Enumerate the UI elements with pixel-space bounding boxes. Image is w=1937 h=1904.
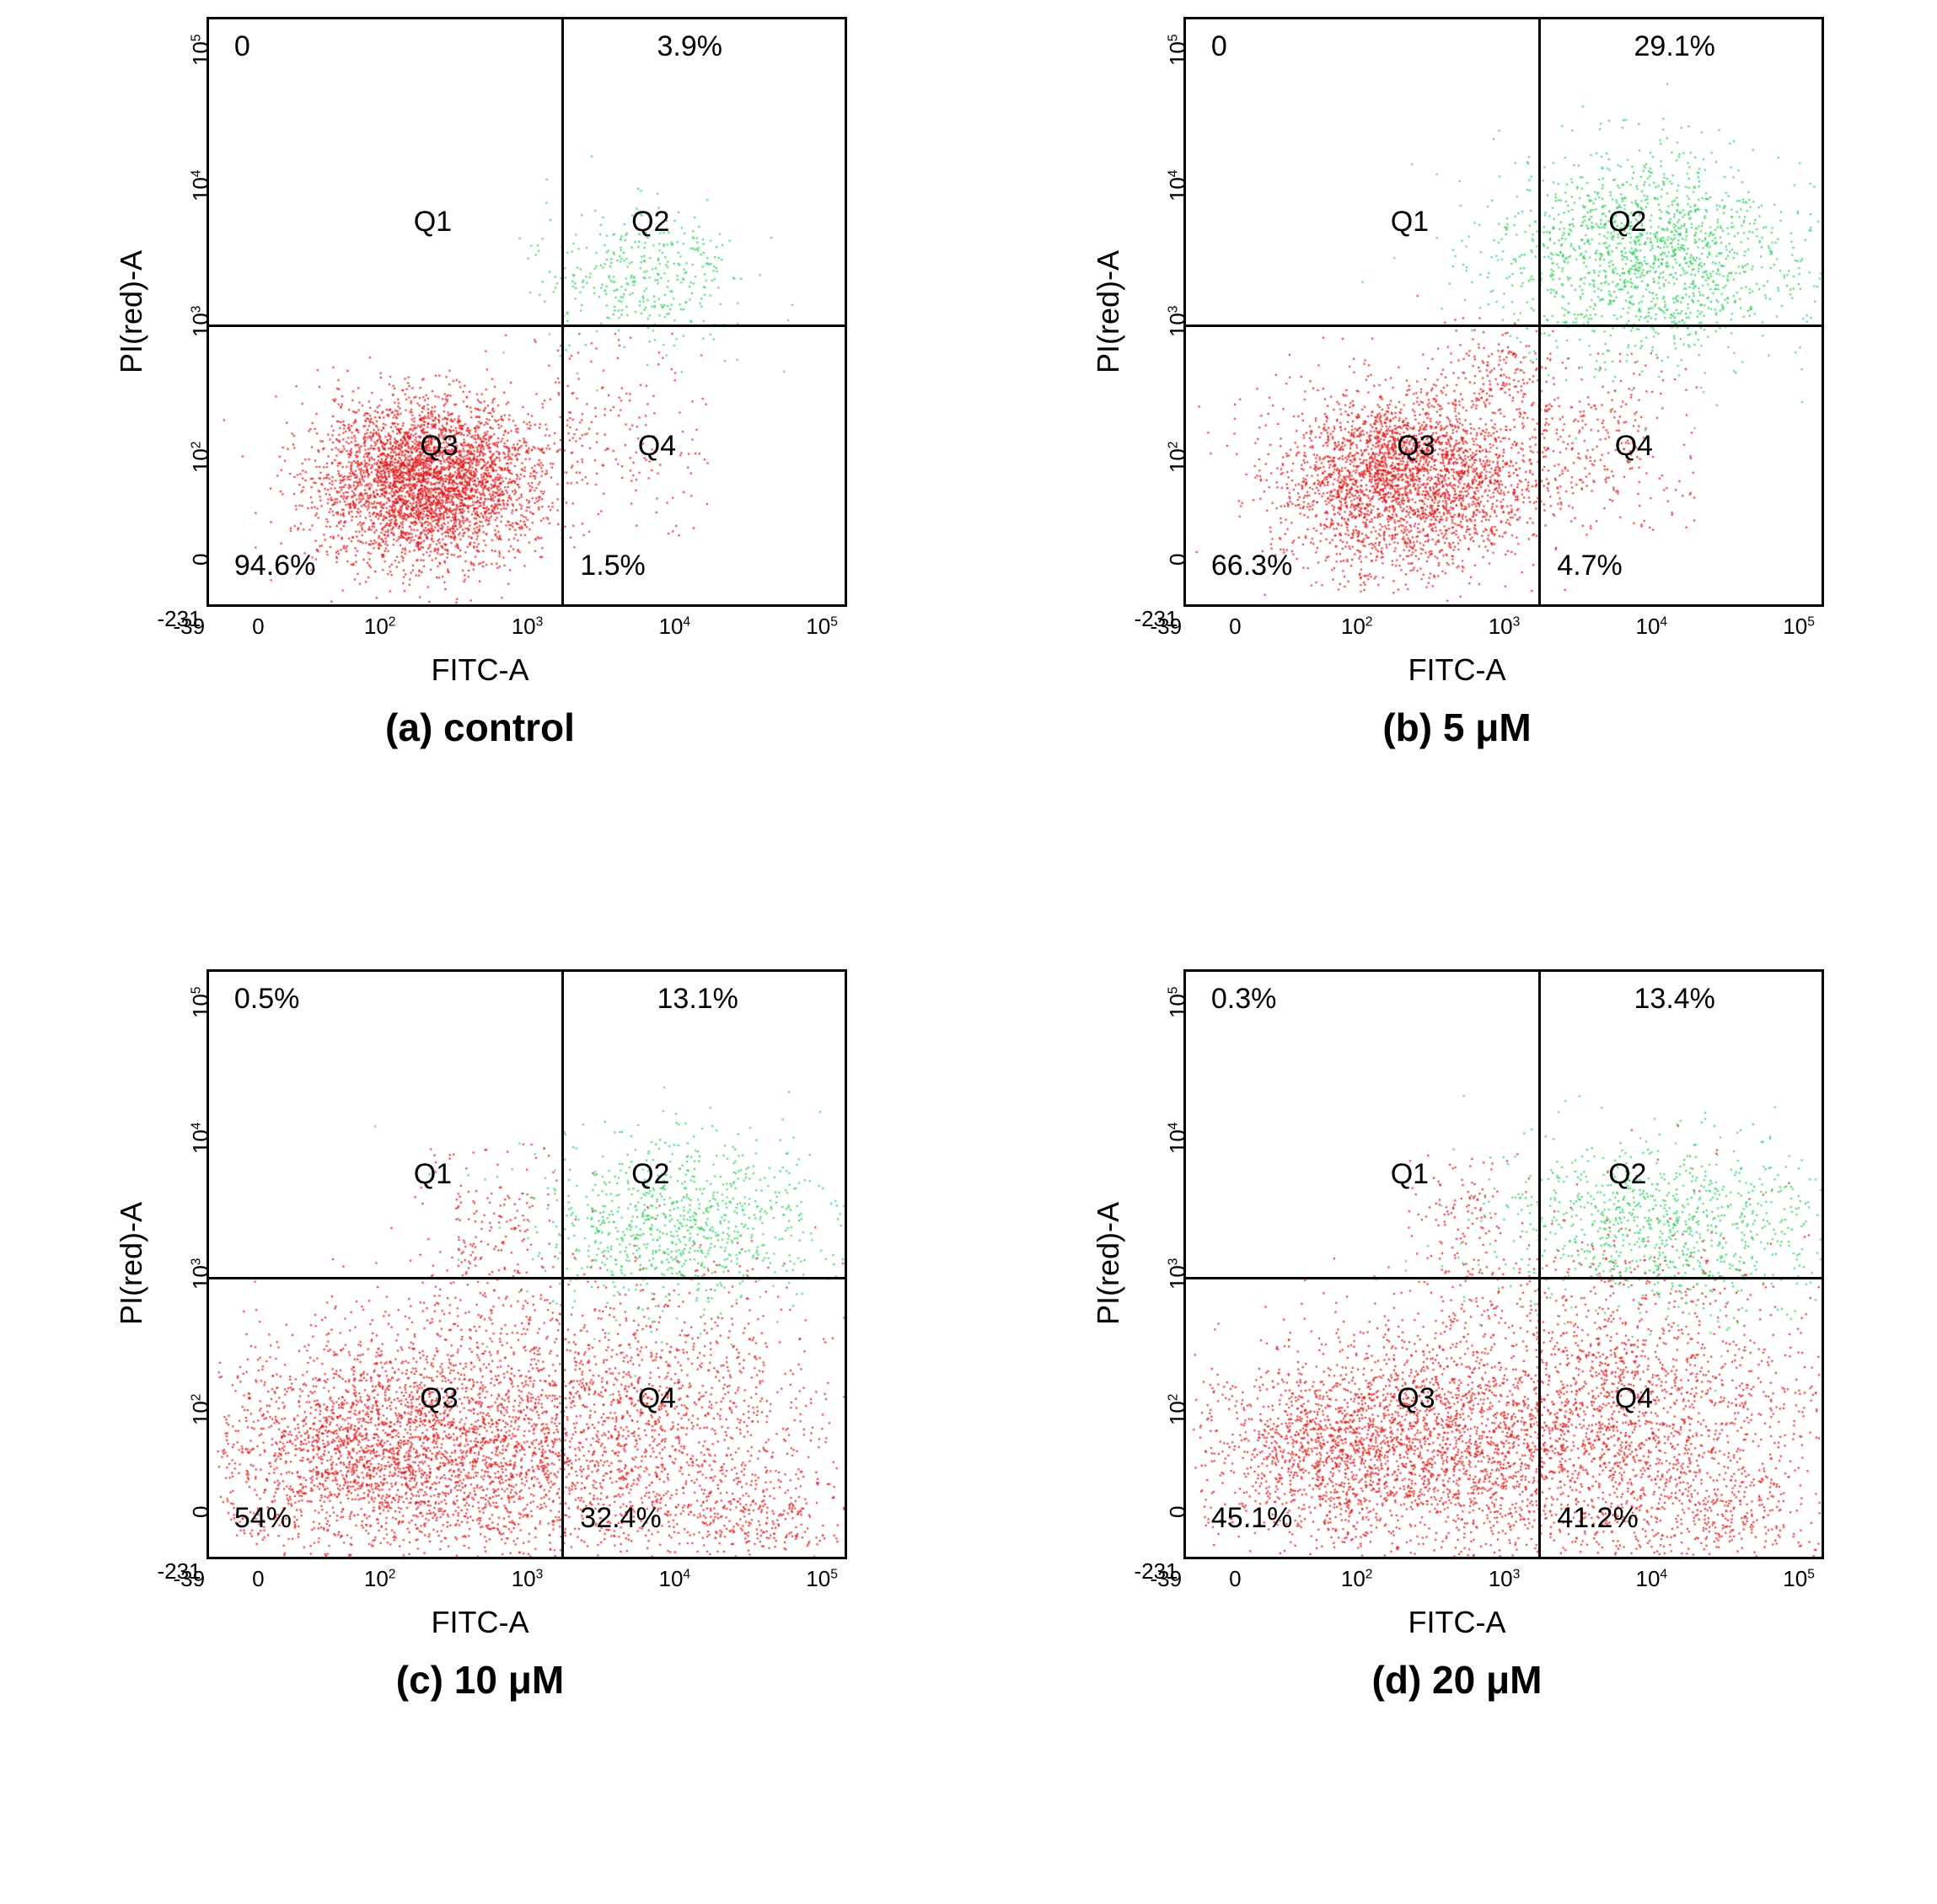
- x-neg-label: -39: [174, 1566, 206, 1592]
- quadrant-label: Q4: [1615, 1382, 1653, 1415]
- x-tick: 105: [1783, 1566, 1815, 1592]
- quadrant-label: Q3: [1397, 430, 1435, 463]
- x-tick: 103: [1489, 1566, 1521, 1592]
- x-tick: 104: [1635, 614, 1667, 640]
- quadrant-percent-q2: 3.9%: [657, 30, 723, 63]
- y-axis-label: PI(red)-A: [1091, 1202, 1126, 1325]
- quadrant-gate-vertical: [1538, 972, 1541, 1557]
- quadrant-gate-horizontal: [1186, 324, 1822, 327]
- scatter-plot: Q1Q2Q3Q40.5%13.1%54%32.4%M: [207, 969, 847, 1559]
- scatter-plot: Q1Q2Q3Q4029.1%66.3%4.7%M: [1183, 17, 1824, 607]
- quadrant-label: Q1: [414, 206, 452, 239]
- x-tick: 105: [806, 1566, 838, 1592]
- x-tick: 0: [252, 614, 264, 640]
- quadrant-percent-q3: 94.6%: [234, 550, 315, 582]
- figure-grid: PI(red)-A0102103104105-231Q1Q2Q3Q403.9%9…: [17, 17, 1920, 1887]
- scatter-canvas: [209, 972, 847, 1559]
- quadrant-label: Q4: [1615, 430, 1653, 463]
- quadrant-percent-q1: 0: [234, 30, 250, 63]
- quadrant-label: Q2: [1608, 1158, 1646, 1191]
- quadrant-gate-horizontal: [209, 324, 845, 327]
- quadrant-label: Q3: [420, 1382, 458, 1415]
- x-tick: 0: [1229, 614, 1241, 640]
- quadrant-label: Q2: [631, 1158, 669, 1191]
- quadrant-percent-q4: 41.2%: [1557, 1502, 1638, 1535]
- x-axis-label: FITC-A: [1408, 652, 1506, 688]
- panel-a: PI(red)-A0102103104105-231Q1Q2Q3Q403.9%9…: [17, 17, 943, 936]
- quadrant-percent-q2: 29.1%: [1634, 30, 1715, 63]
- x-tick: 103: [512, 614, 544, 640]
- quadrant-label: Q2: [1608, 206, 1646, 239]
- quadrant-percent-q3: 66.3%: [1211, 550, 1292, 582]
- quadrant-label: Q1: [1391, 1158, 1429, 1191]
- x-axis-label: FITC-A: [1408, 1605, 1506, 1640]
- x-neg-label: -39: [174, 614, 206, 640]
- panel-caption: (d) 20 μM: [1372, 1657, 1543, 1703]
- x-axis-label: FITC-A: [432, 652, 529, 688]
- quadrant-percent-q3: 54%: [234, 1502, 292, 1535]
- x-neg-label: -39: [1151, 614, 1183, 640]
- quadrant-percent-q1: 0: [1211, 30, 1227, 63]
- scatter-plot: Q1Q2Q3Q403.9%94.6%1.5%M: [207, 17, 847, 607]
- y-axis-label: PI(red)-A: [1091, 250, 1126, 373]
- panel-d: PI(red)-A0102103104105-231Q1Q2Q3Q40.3%13…: [994, 969, 1920, 1888]
- quadrant-percent-q4: 1.5%: [580, 550, 646, 582]
- panel-caption: (b) 5 μM: [1382, 705, 1531, 750]
- x-tick: 103: [1489, 614, 1521, 640]
- scatter-canvas: [1186, 972, 1824, 1559]
- quadrant-gate-vertical: [1538, 19, 1541, 604]
- x-tick: 104: [658, 614, 690, 640]
- scatter-canvas: [209, 19, 847, 607]
- quadrant-label: Q3: [420, 430, 458, 463]
- y-axis-label: PI(red)-A: [114, 1202, 149, 1325]
- panel-c: PI(red)-A0102103104105-231Q1Q2Q3Q40.5%13…: [17, 969, 943, 1888]
- quadrant-percent-q1: 0.5%: [234, 983, 300, 1016]
- quadrant-gate-vertical: [561, 19, 564, 604]
- panel-caption: (a) control: [385, 705, 575, 750]
- quadrant-label: Q1: [414, 1158, 452, 1191]
- x-tick: 103: [512, 1566, 544, 1592]
- quadrant-percent-q1: 0.3%: [1211, 983, 1277, 1016]
- x-tick: 102: [364, 1566, 396, 1592]
- quadrant-percent-q3: 45.1%: [1211, 1502, 1292, 1535]
- x-tick: 105: [806, 614, 838, 640]
- quadrant-percent-q2: 13.1%: [657, 983, 738, 1016]
- y-axis-label: PI(red)-A: [114, 250, 149, 373]
- quadrant-percent-q2: 13.4%: [1634, 983, 1715, 1016]
- x-tick: 104: [1635, 1566, 1667, 1592]
- quadrant-percent-q4: 4.7%: [1557, 550, 1623, 582]
- quadrant-label: Q1: [1391, 206, 1429, 239]
- quadrant-label: Q4: [638, 430, 676, 463]
- quadrant-label: Q2: [631, 206, 669, 239]
- quadrant-gate-horizontal: [209, 1277, 845, 1279]
- panel-caption: (c) 10 μM: [396, 1657, 564, 1703]
- x-tick: 102: [364, 614, 396, 640]
- x-tick: 0: [1229, 1566, 1241, 1592]
- scatter-plot: Q1Q2Q3Q40.3%13.4%45.1%41.2%M: [1183, 969, 1824, 1559]
- x-neg-label: -39: [1151, 1566, 1183, 1592]
- panel-b: PI(red)-A0102103104105-231Q1Q2Q3Q4029.1%…: [994, 17, 1920, 936]
- quadrant-label: Q3: [1397, 1382, 1435, 1415]
- x-tick: 0: [252, 1566, 264, 1592]
- quadrant-percent-q4: 32.4%: [580, 1502, 661, 1535]
- x-tick: 105: [1783, 614, 1815, 640]
- x-tick: 102: [1341, 614, 1373, 640]
- scatter-canvas: [1186, 19, 1824, 607]
- x-tick: 104: [658, 1566, 690, 1592]
- quadrant-gate-horizontal: [1186, 1277, 1822, 1279]
- quadrant-gate-vertical: [561, 972, 564, 1557]
- x-axis-label: FITC-A: [432, 1605, 529, 1640]
- x-tick: 102: [1341, 1566, 1373, 1592]
- quadrant-label: Q4: [638, 1382, 676, 1415]
